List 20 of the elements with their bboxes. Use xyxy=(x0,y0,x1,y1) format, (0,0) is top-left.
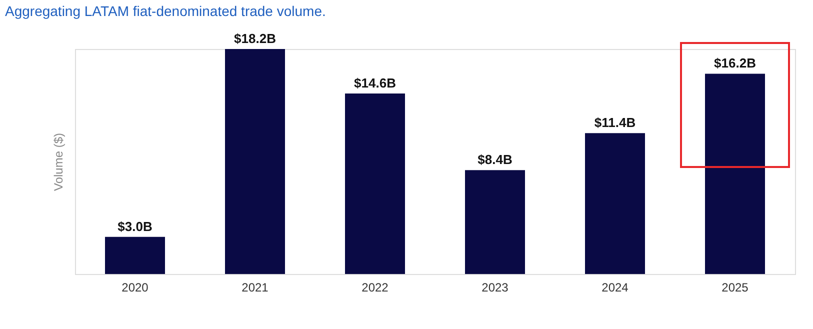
x-tick-label: 2023 xyxy=(482,280,509,294)
data-label: $14.6B xyxy=(354,76,396,91)
data-label: $16.2B xyxy=(714,56,756,71)
x-tick-label: 2020 xyxy=(122,280,149,294)
x-tick-label: 2024 xyxy=(602,280,629,294)
bar xyxy=(585,133,645,274)
data-label: $3.0B xyxy=(118,218,152,234)
x-tick-label: 2021 xyxy=(242,280,269,294)
bar xyxy=(705,74,765,274)
x-tick-label: 2022 xyxy=(362,280,389,294)
chart-title: Aggregating LATAM fiat-denominated trade volume. xyxy=(5,3,326,19)
data-label: $18.2B xyxy=(234,31,276,46)
data-label: $8.4B xyxy=(478,152,512,168)
bar xyxy=(225,49,285,274)
y-axis-title: Volume ($) xyxy=(52,132,66,192)
bar xyxy=(345,94,405,274)
bar xyxy=(465,170,525,274)
bar xyxy=(105,236,165,274)
x-tick-label: 2025 xyxy=(722,280,749,294)
data-label: $11.4B xyxy=(594,115,636,130)
